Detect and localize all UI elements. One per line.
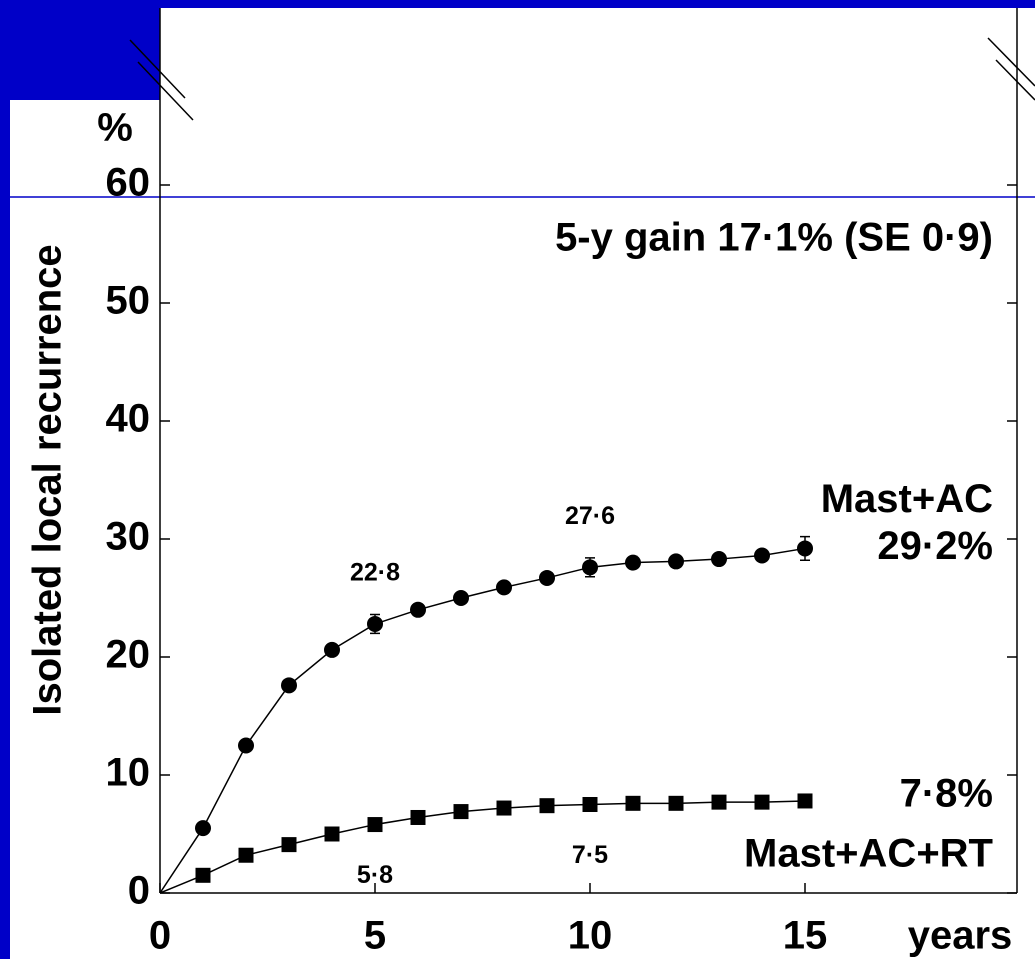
y-tick-label: 20	[106, 633, 151, 677]
point	[453, 804, 469, 820]
axis-break	[129, 39, 186, 99]
point	[711, 794, 727, 810]
value-label: 22·8	[350, 559, 400, 587]
point	[668, 795, 684, 811]
value-label: 7·5	[572, 841, 608, 869]
y-axis-label: Isolated local recurrence	[26, 244, 70, 715]
point	[281, 677, 297, 694]
point	[410, 601, 426, 618]
legend-label: Mast+AC+RT	[744, 832, 993, 876]
point	[281, 837, 297, 853]
point	[539, 569, 555, 586]
point	[539, 798, 555, 814]
point	[195, 820, 211, 837]
point	[324, 641, 340, 658]
axis-break	[995, 59, 1035, 101]
x-tick-label: 0	[149, 914, 171, 958]
point	[582, 797, 598, 812]
label-background	[10, 100, 160, 959]
axis-break	[987, 37, 1035, 87]
point	[625, 795, 641, 811]
x-tick-label: 5	[364, 914, 386, 958]
point	[797, 793, 813, 809]
point	[410, 809, 426, 825]
point	[797, 540, 813, 557]
y-tick-label: 60	[106, 161, 151, 205]
point	[324, 826, 340, 842]
point	[496, 800, 512, 816]
axis-break	[137, 61, 194, 121]
point	[754, 547, 770, 564]
y-tick-label: 50	[106, 279, 151, 323]
point	[625, 554, 641, 571]
y-tick-label: 0	[128, 869, 150, 913]
point	[668, 553, 684, 570]
annotation: 5-y gain 17·1% (SE 0·9)	[555, 216, 993, 260]
x-tick-label: 10	[568, 914, 613, 958]
y-tick-label: 30	[106, 515, 151, 559]
value-label: 5·8	[357, 861, 393, 889]
y-unit: %	[97, 106, 133, 150]
point	[367, 817, 383, 833]
legend-label: Mast+AC	[821, 477, 993, 521]
point	[582, 559, 598, 576]
series-line	[159, 800, 806, 894]
axis-breaks	[129, 37, 1035, 121]
value-label: 27·6	[565, 502, 615, 530]
series-line	[159, 547, 806, 894]
x-tick-label: 15	[783, 914, 828, 958]
point	[238, 737, 254, 754]
y-tick-label: 10	[106, 751, 151, 795]
y-tick-label: 40	[106, 397, 151, 441]
point	[754, 794, 770, 810]
point	[496, 579, 512, 596]
point	[195, 867, 211, 883]
end-label: 7·8%	[900, 772, 993, 816]
point	[238, 847, 254, 863]
x-axis-label: years	[908, 914, 1013, 958]
end-label: 29·2%	[877, 524, 993, 568]
point	[453, 590, 469, 606]
point	[367, 615, 383, 632]
point	[711, 551, 727, 568]
